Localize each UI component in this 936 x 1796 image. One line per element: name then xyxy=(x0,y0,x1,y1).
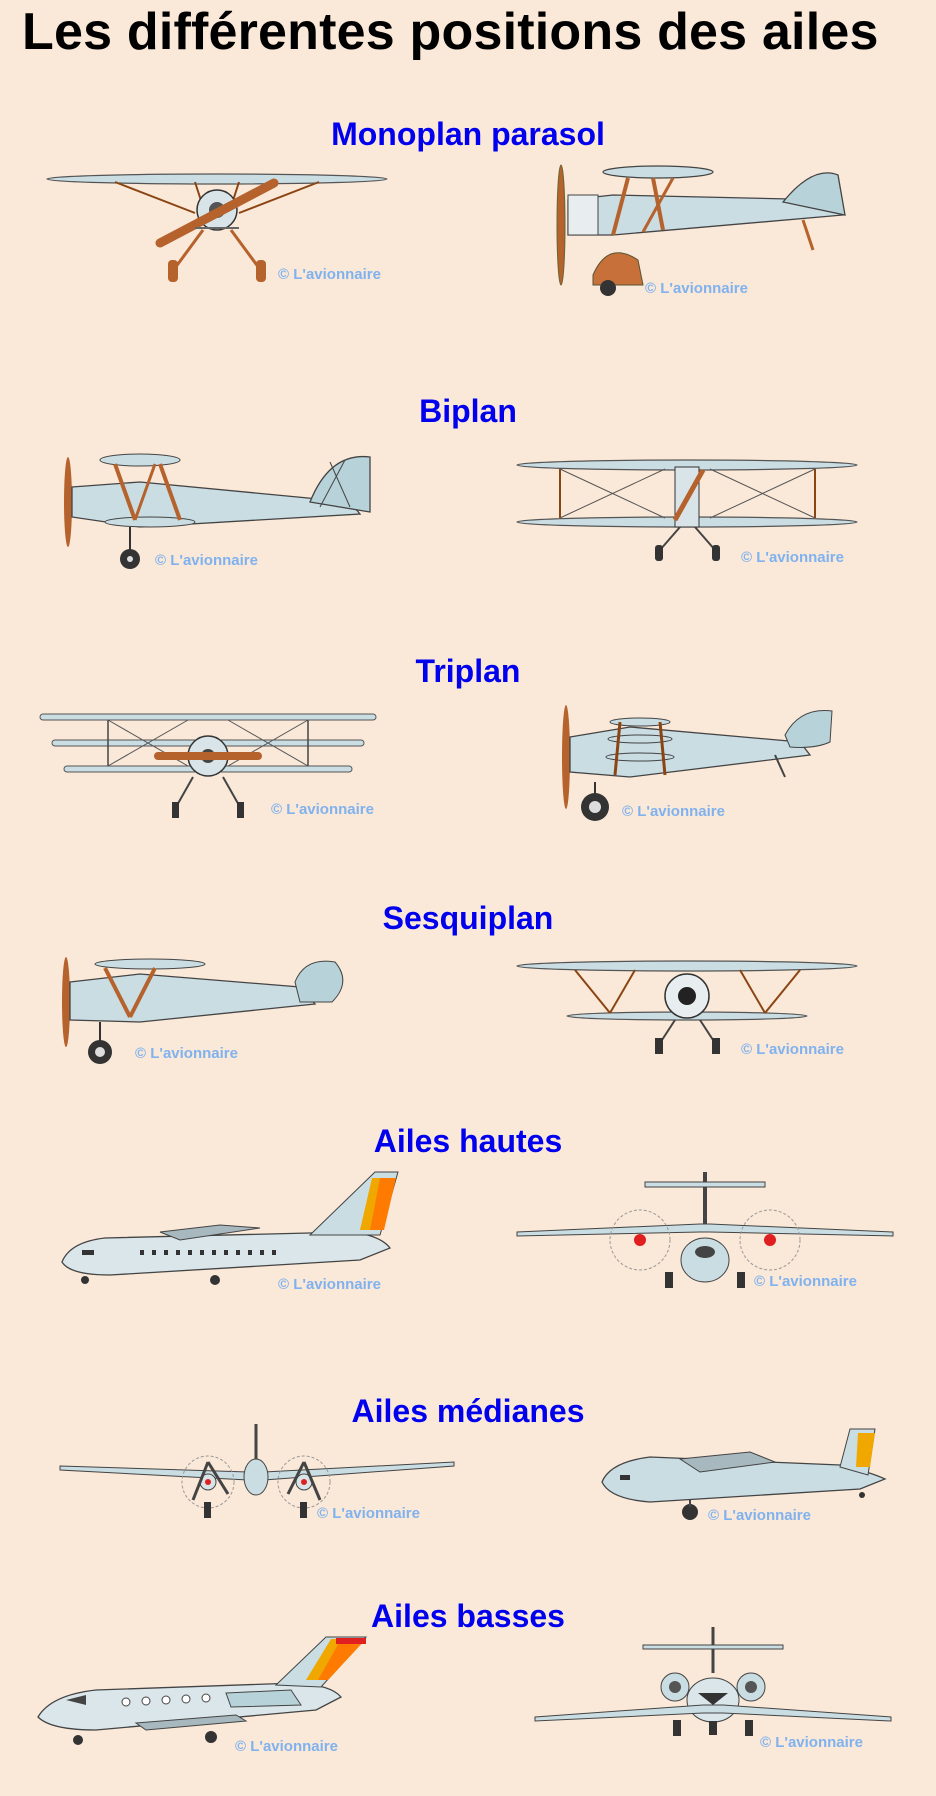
copyright-watermark: © L'avionnaire xyxy=(155,552,258,569)
copyright-watermark: © L'avionnaire xyxy=(708,1507,811,1524)
triplane-front-view xyxy=(38,712,378,822)
copyright-watermark: © L'avionnaire xyxy=(135,1045,238,1062)
section-heading-ailes-medianes: Ailes médianes xyxy=(351,1393,585,1429)
copyright-watermark: © L'avionnaire xyxy=(317,1505,420,1522)
high-wing-airliner-side-view xyxy=(60,1170,400,1290)
section-heading-monoplan-parasol: Monoplan parasol xyxy=(331,116,605,152)
triplane-side-view xyxy=(560,697,840,827)
mid-wing-twin-side-view xyxy=(600,1427,890,1522)
section-heading-triplan: Triplan xyxy=(415,653,521,689)
low-wing-jet-side-view xyxy=(36,1635,371,1750)
copyright-watermark: © L'avionnaire xyxy=(271,801,374,818)
parasol-monoplane-side-view xyxy=(553,160,853,300)
copyright-watermark: © L'avionnaire xyxy=(645,280,748,297)
page-title: Les différentes positions des ailes xyxy=(22,3,879,61)
parasol-monoplane-front-view xyxy=(45,168,390,288)
mid-wing-twin-front-view xyxy=(58,1422,458,1527)
copyright-watermark: © L'avionnaire xyxy=(278,1276,381,1293)
sesquiplane-side-view xyxy=(60,952,350,1072)
copyright-watermark: © L'avionnaire xyxy=(741,1041,844,1058)
sesquiplane-front-view xyxy=(515,958,860,1058)
section-heading-biplan: Biplan xyxy=(419,393,517,429)
copyright-watermark: © L'avionnaire xyxy=(760,1734,863,1751)
section-heading-sesquiplan: Sesquiplan xyxy=(382,900,554,936)
low-wing-jet-front-view xyxy=(533,1625,893,1745)
biplane-side-view xyxy=(60,452,380,572)
copyright-watermark: © L'avionnaire xyxy=(235,1738,338,1755)
copyright-watermark: © L'avionnaire xyxy=(622,803,725,820)
high-wing-airliner-front-view xyxy=(515,1172,895,1297)
copyright-watermark: © L'avionnaire xyxy=(741,549,844,566)
copyright-watermark: © L'avionnaire xyxy=(278,266,381,283)
section-heading-ailes-basses: Ailes basses xyxy=(371,1598,565,1634)
biplane-front-view xyxy=(515,455,860,565)
copyright-watermark: © L'avionnaire xyxy=(754,1273,857,1290)
section-heading-ailes-hautes: Ailes hautes xyxy=(373,1123,563,1159)
